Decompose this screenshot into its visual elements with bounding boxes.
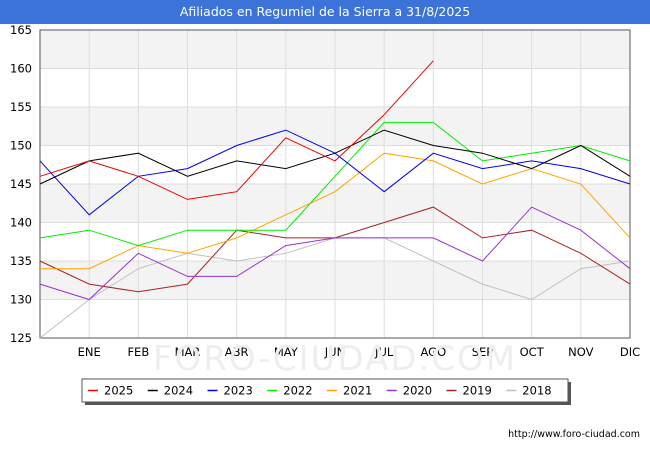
chart-title: Afiliados en Regumiel de la Sierra a 31/… <box>0 0 650 24</box>
x-tick-label: SEP <box>472 345 494 359</box>
legend <box>81 378 569 403</box>
x-tick-label: AGO <box>421 345 447 359</box>
x-tick-label: OCT <box>520 345 545 359</box>
x-tick-label: MAR <box>175 345 201 359</box>
legend-label: 2018 <box>522 384 551 398</box>
series-line-2025 <box>39 60 434 200</box>
legend-label: 2019 <box>463 384 492 398</box>
x-tick-label: MAY <box>274 345 299 359</box>
x-tick-label: JUL <box>374 345 394 359</box>
legend-label: 2021 <box>343 384 372 398</box>
legend-label: 2022 <box>283 384 312 398</box>
x-tick-label: ABR <box>225 345 249 359</box>
y-tick-label: 135 <box>10 254 32 268</box>
y-tick-label: 160 <box>10 62 32 76</box>
series-line-2020 <box>39 206 631 301</box>
source-link[interactable]: http://www.foro-ciudad.com <box>508 429 640 440</box>
x-tick-label: JUN <box>324 345 345 359</box>
x-tick-label: NOV <box>568 345 593 359</box>
watermark-text: FORO-CIUDAD.COM <box>153 339 517 379</box>
legend-label: 2024 <box>164 384 193 398</box>
legend-label: 2023 <box>224 384 253 398</box>
y-tick-label: 155 <box>10 100 32 114</box>
x-tick-label: ENE <box>78 345 101 359</box>
series-line-2022 <box>39 121 631 247</box>
y-tick-label: 165 <box>10 23 32 37</box>
y-tick-label: 150 <box>10 139 32 153</box>
legend-label: 2025 <box>104 384 133 398</box>
x-tick-label: DIC <box>620 345 640 359</box>
y-tick-label: 125 <box>10 331 32 345</box>
y-tick-label: 140 <box>10 216 32 230</box>
y-tick-label: 145 <box>10 177 32 191</box>
legend-label: 2020 <box>403 384 432 398</box>
series-line-2024 <box>39 129 631 185</box>
y-tick-label: 130 <box>10 293 32 307</box>
x-tick-label: FEB <box>127 345 149 359</box>
